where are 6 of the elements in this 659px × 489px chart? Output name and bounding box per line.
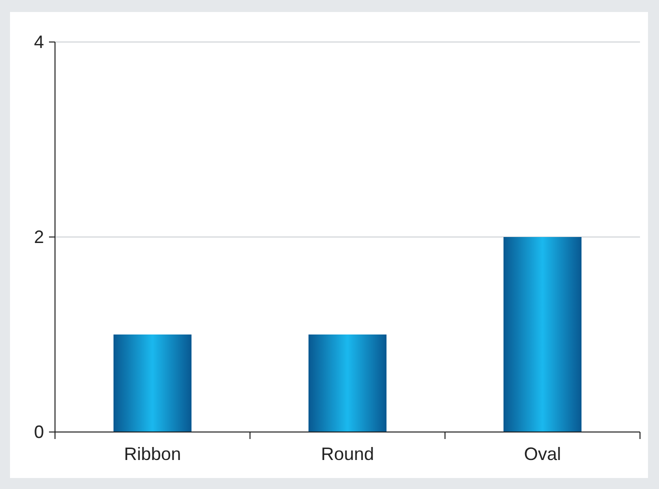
x-tick-label: Ribbon — [124, 444, 182, 464]
y-tick-label: 4 — [34, 32, 44, 52]
y-tick-label: 2 — [34, 226, 44, 247]
y-tick-label: 0 — [34, 422, 44, 442]
x-tick-label: Oval — [524, 444, 562, 464]
x-tick-label: Round — [320, 444, 374, 464]
